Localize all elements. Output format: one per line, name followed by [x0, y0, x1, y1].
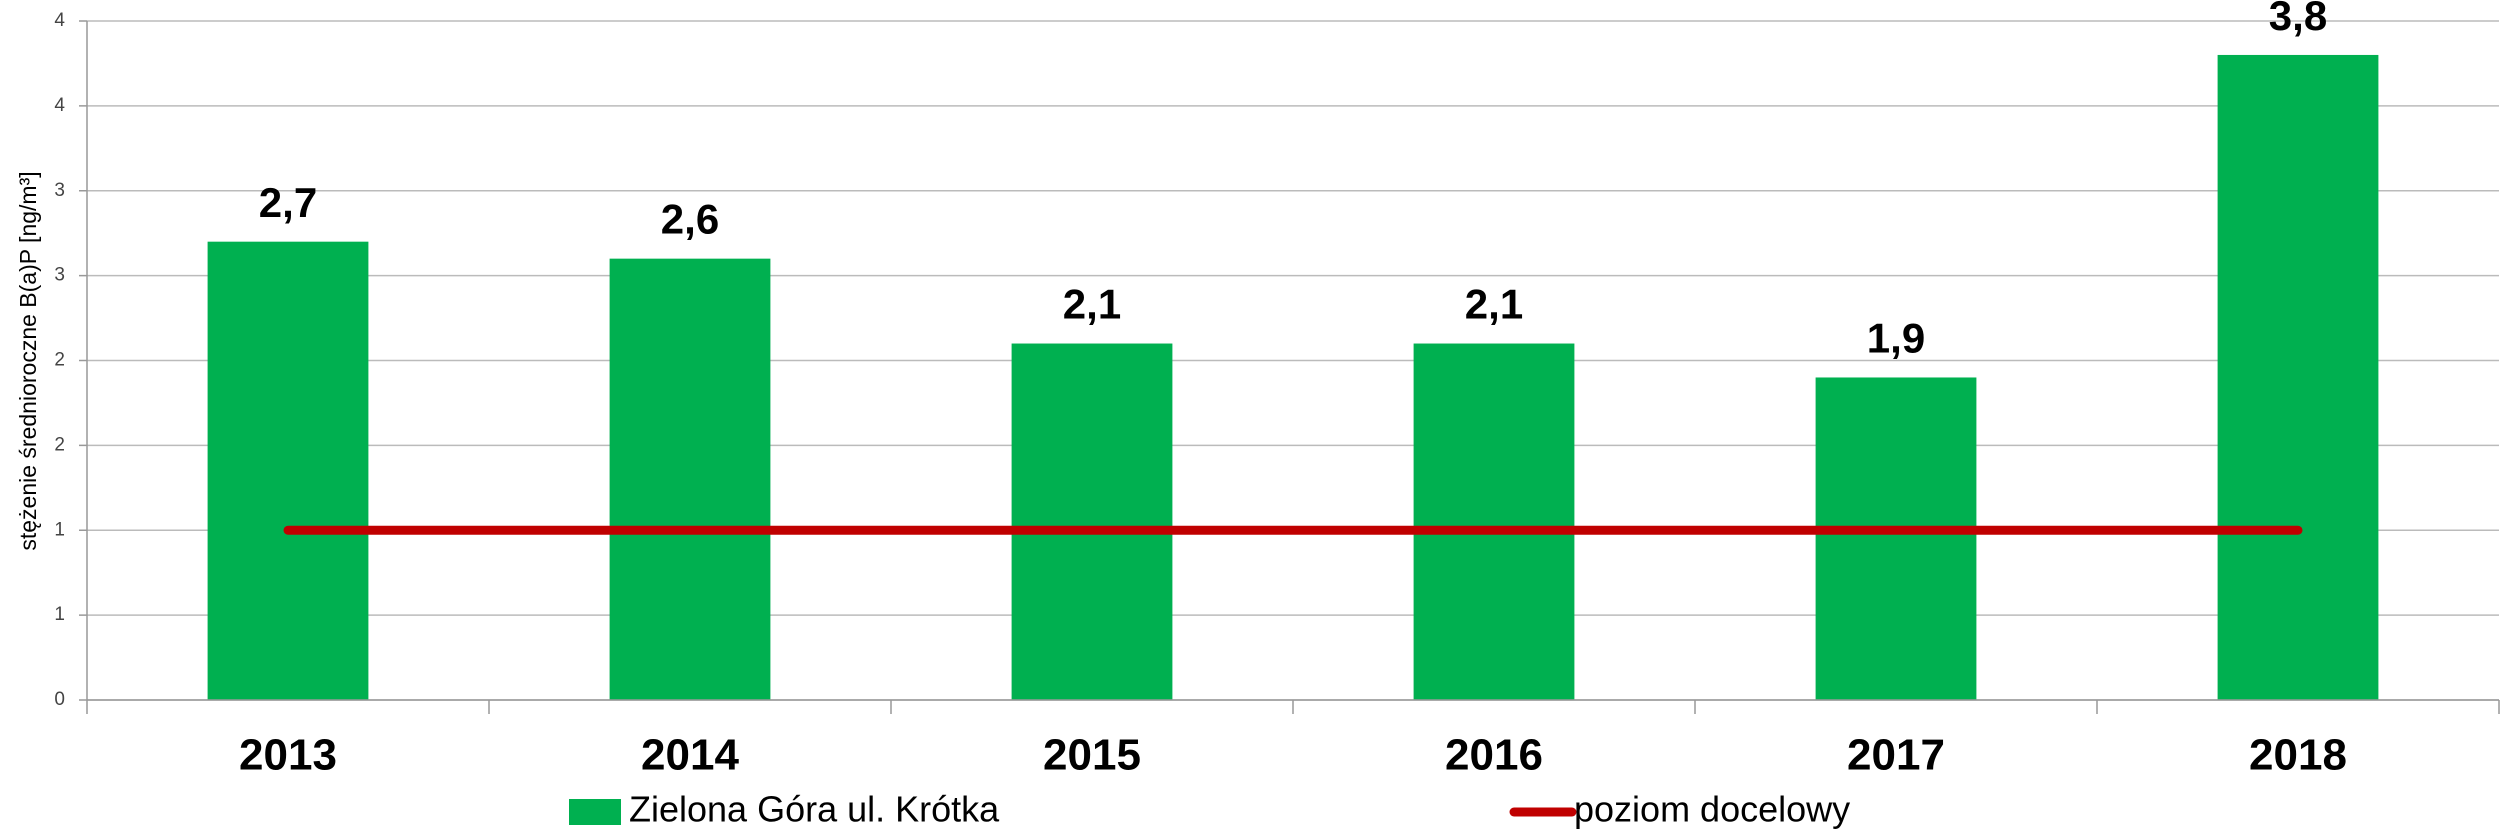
data-label: 2,7 [259, 179, 317, 226]
y-tick-label: 1 [54, 519, 65, 540]
bar [1815, 377, 1977, 700]
bar [1011, 343, 1173, 700]
y-tick-label: 2 [54, 350, 65, 371]
legend-label: poziom docelowy [1574, 789, 1850, 830]
data-label: 2,1 [1063, 281, 1121, 328]
data-label: 3,8 [2269, 0, 2327, 39]
x-tick-label: 2013 [239, 731, 337, 780]
x-tick-label: 2016 [1445, 731, 1543, 780]
bar [2217, 54, 2379, 700]
y-tick-label: 4 [54, 10, 65, 31]
x-tick-label: 2017 [1847, 731, 1945, 780]
y-tick-label: 4 [54, 95, 65, 116]
data-label: 1,9 [1867, 315, 1925, 362]
data-label: 2,1 [1465, 281, 1523, 328]
bar [207, 241, 369, 701]
y-tick-label: 0 [54, 689, 65, 710]
y-tick-label: 3 [54, 180, 65, 201]
bar [609, 258, 771, 700]
data-label: 2,6 [661, 196, 719, 243]
legend-swatch [569, 799, 621, 825]
y-axis-label: stężenie średnioroczne B(a)P [ng/m³] [15, 171, 41, 550]
y-tick-label: 2 [54, 434, 65, 455]
y-tick-label: 1 [54, 604, 65, 625]
x-tick-label: 2014 [641, 731, 739, 780]
x-tick-label: 2018 [2249, 731, 2347, 780]
bar [1413, 343, 1575, 700]
x-tick-label: 2015 [1043, 731, 1141, 780]
legend-label: Zielona Góra ul. Krótka [629, 789, 1000, 830]
y-tick-label: 3 [54, 265, 65, 286]
